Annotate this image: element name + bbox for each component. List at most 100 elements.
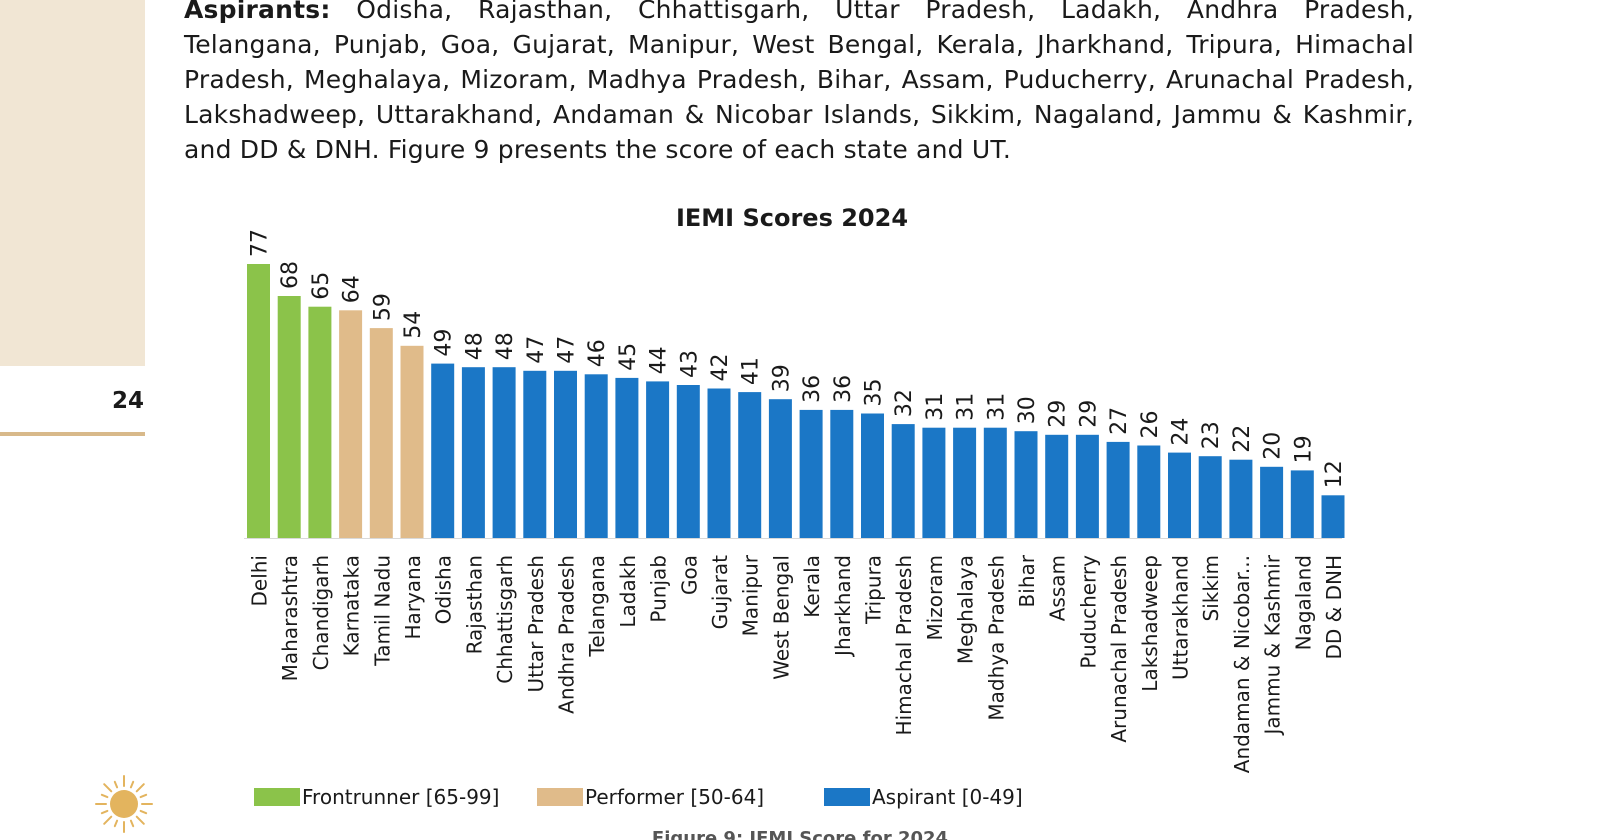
category-label-34: Nagaland [1291, 555, 1315, 650]
value-label-33: 20 [1261, 432, 1286, 460]
category-label-17: West Bengal [769, 555, 793, 680]
category-label-20: Tripura [862, 555, 886, 625]
category-label-14: Goa [677, 555, 701, 595]
value-label-24: 31 [984, 393, 1009, 421]
bar-10 [554, 370, 577, 538]
bar-2 [308, 306, 332, 538]
bar-5 [400, 345, 424, 538]
category-label-33: Jammu & Kashmir [1261, 554, 1285, 736]
category-label-0: Delhi [248, 555, 272, 607]
value-label-1: 68 [278, 261, 303, 289]
value-label-23: 31 [954, 393, 979, 421]
value-label-9: 47 [524, 336, 549, 364]
category-label-16: Manipur [739, 554, 763, 636]
page-rule [0, 432, 145, 436]
bar-12 [615, 377, 639, 538]
category-label-29: Lakshadweep [1138, 555, 1162, 692]
bar-0 [247, 264, 270, 538]
value-label-4: 59 [370, 293, 395, 321]
value-label-22: 31 [923, 393, 948, 421]
category-label-3: Karnataka [340, 555, 364, 656]
value-label-25: 30 [1015, 396, 1040, 424]
value-label-32: 22 [1230, 425, 1255, 453]
bar-3 [339, 310, 363, 538]
value-label-10: 47 [555, 336, 580, 364]
value-label-29: 26 [1138, 411, 1163, 439]
category-label-4: Tamil Nadu [370, 555, 394, 667]
value-label-15: 42 [708, 354, 733, 382]
bar-31 [1198, 456, 1222, 538]
value-label-31: 23 [1199, 421, 1224, 449]
value-label-34: 19 [1291, 435, 1316, 463]
page-number: 24 [112, 388, 145, 414]
value-label-19: 36 [831, 375, 856, 403]
legend-swatch-aspirant [824, 788, 870, 806]
bar-32 [1229, 459, 1253, 538]
bars-group [244, 264, 1345, 539]
category-label-27: Puducherry [1076, 555, 1100, 669]
bar-24 [983, 427, 1007, 538]
value-label-16: 41 [739, 357, 764, 385]
bar-7 [461, 367, 485, 538]
figure-caption: Figure 9: IEMI Score for 2024 [652, 828, 948, 840]
category-label-30: Uttarakhand [1169, 555, 1193, 680]
bar-11 [584, 374, 608, 538]
value-label-3: 64 [340, 275, 365, 303]
bar-33 [1260, 466, 1284, 538]
category-label-6: Odisha [432, 555, 456, 624]
bar-4 [369, 328, 393, 538]
value-label-7: 48 [462, 332, 487, 360]
category-label-35: DD & DNH [1322, 555, 1346, 660]
category-label-7: Rajasthan [462, 555, 486, 654]
category-label-25: Bihar [1015, 554, 1039, 607]
bar-16 [738, 392, 762, 538]
category-label-32: Andaman & Nicobar... [1230, 555, 1254, 773]
value-label-0: 77 [248, 229, 273, 257]
bar-19 [830, 409, 854, 538]
category-label-21: Himachal Pradesh [892, 555, 916, 735]
bar-35 [1321, 495, 1345, 538]
category-label-2: Chandigarh [309, 555, 333, 670]
bar-22 [922, 427, 946, 538]
bar-13 [646, 381, 670, 538]
bar-8 [492, 367, 516, 538]
bar-30 [1168, 452, 1191, 538]
category-labels-group: Delhi Maharashtra Chandigarh Karnataka Tamil… [248, 554, 1347, 773]
legend-label-aspirant: Aspirant [0-49] [872, 785, 1023, 809]
intro-label: Aspirants: [184, 0, 331, 24]
chart-title: IEMI Scores 2024 [676, 204, 908, 232]
category-label-22: Mizoram [923, 555, 947, 641]
side-panel [0, 0, 145, 366]
value-label-6: 49 [432, 329, 457, 357]
value-label-28: 27 [1107, 407, 1132, 435]
intro-text: Odisha, Rajasthan, Chhattisgarh, Uttar P… [184, 0, 1414, 164]
category-label-18: Kerala [800, 555, 824, 618]
value-label-21: 32 [892, 389, 917, 417]
value-label-2: 65 [309, 272, 334, 300]
bar-27 [1075, 434, 1099, 538]
bar-14 [676, 385, 700, 538]
bar-17 [768, 399, 792, 538]
category-label-28: Arunachal Pradesh [1107, 555, 1131, 743]
category-label-12: Ladakh [616, 555, 640, 628]
category-label-13: Punjab [647, 555, 671, 623]
value-label-8: 48 [493, 332, 518, 360]
legend: Frontrunner [65-99] Performer [50-64] Aspi… [254, 785, 1023, 809]
category-label-15: Gujarat [708, 555, 732, 629]
bar-29 [1137, 445, 1161, 538]
bar-6 [431, 363, 455, 538]
category-label-31: Sikkim [1199, 555, 1223, 621]
category-label-26: Assam [1046, 555, 1070, 621]
category-label-8: Chhattisgarh [493, 555, 517, 684]
category-label-10: Andhra Pradesh [555, 555, 579, 714]
value-label-12: 45 [616, 343, 641, 371]
category-label-23: Meghalaya [954, 555, 978, 664]
value-label-18: 36 [800, 375, 825, 403]
value-label-30: 24 [1169, 418, 1194, 446]
bar-21 [891, 424, 915, 538]
bar-34 [1290, 470, 1314, 538]
value-label-27: 29 [1076, 400, 1101, 428]
bar-20 [861, 413, 884, 538]
